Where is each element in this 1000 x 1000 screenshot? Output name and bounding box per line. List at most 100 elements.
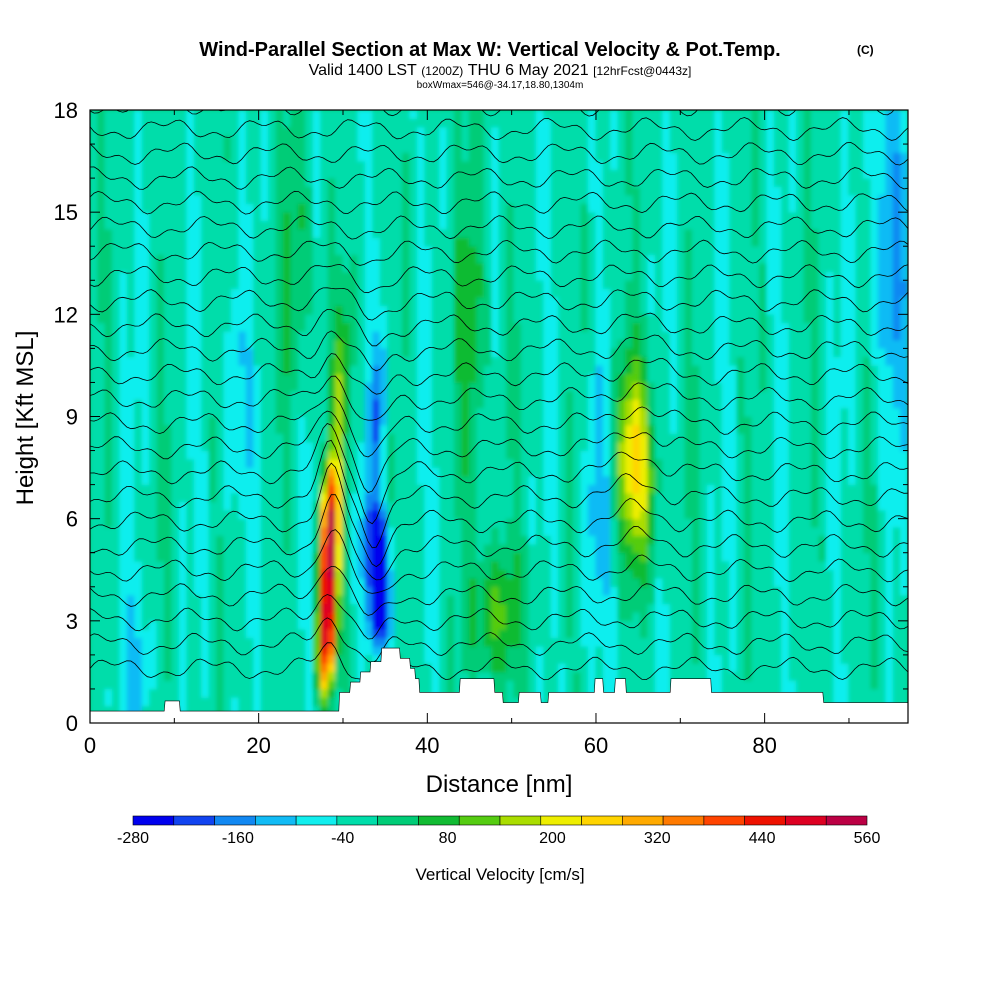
field-cell: [164, 245, 173, 256]
field-cell: [595, 194, 604, 204]
field-cell: [134, 169, 143, 179]
field-cell: [164, 228, 173, 239]
field-cell: [528, 160, 537, 170]
field-cell: [431, 620, 440, 630]
field-cell: [90, 620, 98, 630]
field-cell: [595, 467, 604, 477]
field-cell: [535, 305, 544, 315]
field-cell: [112, 680, 121, 690]
field-cell: [201, 110, 210, 119]
field-cell: [506, 169, 515, 179]
field-cell: [409, 424, 418, 434]
field-cell: [483, 118, 492, 128]
field-cell: [409, 637, 418, 647]
field-cell: [394, 288, 403, 298]
field-cell: [290, 688, 299, 698]
field-cell: [357, 492, 366, 502]
field-cell: [164, 237, 173, 247]
field-cell: [90, 237, 98, 247]
field-cell: [119, 211, 128, 221]
field-cell: [409, 228, 418, 239]
field-cell: [208, 441, 217, 451]
field-cell: [535, 110, 544, 119]
field-cell: [260, 135, 269, 145]
field-cell: [506, 594, 515, 605]
field-cell: [97, 688, 106, 698]
field-cell: [119, 450, 128, 460]
field-cell: [327, 143, 336, 153]
field-cell: [156, 509, 165, 519]
field-cell: [439, 543, 448, 554]
field-cell: [335, 348, 344, 358]
field-cell: [357, 314, 366, 324]
field-cell: [97, 407, 106, 417]
field-cell: [349, 169, 359, 179]
field-cell: [238, 407, 247, 417]
field-cell: [223, 501, 232, 511]
field-cell: [238, 612, 247, 622]
field-cell: [149, 220, 158, 230]
field-cell: [409, 339, 418, 349]
field-cell: [186, 331, 195, 341]
field-cell: [342, 433, 351, 443]
field-cell: [283, 126, 292, 136]
field-cell: [424, 339, 433, 349]
field-cell: [535, 288, 544, 298]
field-cell: [97, 646, 106, 656]
field-cell: [543, 160, 552, 170]
field-cell: [357, 126, 366, 136]
field-cell: [491, 680, 500, 690]
field-cell: [491, 211, 500, 221]
field-cell: [97, 705, 106, 715]
field-cell: [349, 620, 359, 630]
field-cell: [335, 126, 344, 136]
field-cell: [416, 365, 425, 375]
field-cell: [112, 603, 121, 613]
field-cell: [97, 416, 106, 426]
field-cell: [476, 365, 485, 375]
field-cell: [580, 612, 589, 622]
field-cell: [112, 526, 121, 536]
field-cell: [90, 560, 98, 571]
field-cell: [268, 305, 277, 315]
field-cell: [230, 475, 240, 485]
field-cell: [528, 305, 537, 315]
field-cell: [431, 552, 440, 562]
field-cell: [245, 390, 254, 400]
field-cell: [424, 450, 433, 460]
field-cell: [528, 220, 537, 230]
field-cell: [394, 297, 403, 307]
field-cell: [104, 637, 113, 647]
field-cell: [201, 594, 210, 605]
field-cell: [394, 399, 403, 409]
field-cell: [394, 314, 403, 324]
field-cell: [90, 509, 98, 519]
field-cell: [238, 458, 247, 468]
field-cell: [558, 186, 567, 196]
field-cell: [439, 518, 448, 528]
field-cell: [305, 279, 314, 290]
field-cell: [312, 220, 321, 230]
field-cell: [550, 458, 559, 468]
field-cell: [573, 160, 582, 170]
field-cell: [201, 390, 210, 400]
field-cell: [156, 543, 165, 554]
field-cell: [253, 509, 262, 519]
field-cell: [342, 126, 351, 136]
field-cell: [297, 186, 306, 196]
field-cell: [409, 382, 418, 392]
field-cell: [335, 322, 344, 332]
field-cell: [126, 407, 135, 417]
field-cell: [543, 245, 552, 256]
field-cell: [97, 203, 106, 213]
field-cell: [424, 203, 433, 213]
field-cell: [573, 126, 582, 136]
field-cell: [164, 118, 173, 128]
field-cell: [268, 441, 277, 451]
field-cell: [156, 322, 165, 332]
field-cell: [327, 211, 336, 221]
field-cell: [357, 424, 366, 434]
field-cell: [602, 560, 611, 571]
field-cell: [431, 143, 440, 153]
field-cell: [238, 169, 247, 179]
